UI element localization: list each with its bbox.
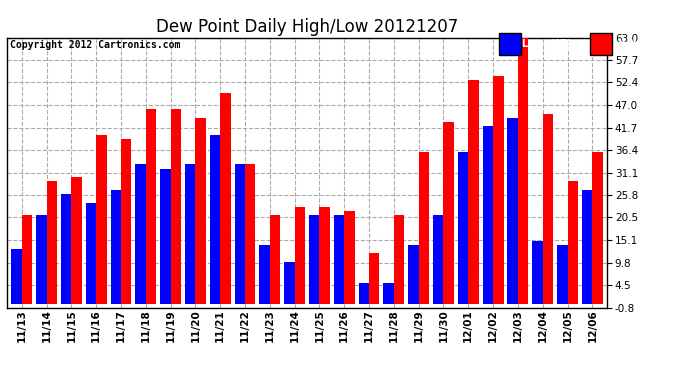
Bar (543, 114, 553, 304)
FancyBboxPatch shape (590, 33, 612, 56)
Bar (170, 110, 181, 304)
Bar (195, 118, 206, 304)
Bar (433, 215, 444, 304)
Bar (135, 165, 146, 304)
Bar (270, 215, 280, 304)
Bar (36, 215, 47, 304)
Bar (71, 177, 82, 304)
Text: High  (°F): High (°F) (614, 39, 667, 49)
Bar (359, 283, 369, 304)
Bar (210, 135, 220, 304)
Title: Dew Point Daily High/Low 20121207: Dew Point Daily High/Low 20121207 (156, 18, 458, 36)
Bar (469, 80, 479, 304)
Bar (47, 182, 57, 304)
Bar (185, 165, 195, 304)
FancyBboxPatch shape (499, 33, 520, 56)
Bar (22, 215, 32, 304)
Bar (408, 245, 419, 304)
Bar (11, 249, 22, 304)
Bar (61, 194, 71, 304)
Bar (557, 245, 567, 304)
Bar (444, 122, 454, 304)
Bar (319, 207, 330, 304)
Text: Copyright 2012 Cartronics.com: Copyright 2012 Cartronics.com (10, 40, 180, 50)
Bar (121, 139, 131, 304)
Bar (493, 76, 504, 304)
Bar (235, 165, 245, 304)
Bar (295, 207, 305, 304)
Bar (592, 152, 603, 304)
Bar (309, 215, 319, 304)
Text: Low  (°F): Low (°F) (522, 39, 571, 49)
Bar (96, 135, 107, 304)
Bar (518, 38, 529, 304)
Bar (419, 152, 429, 304)
Bar (245, 165, 255, 304)
Bar (160, 169, 170, 304)
Bar (259, 245, 270, 304)
Bar (532, 241, 543, 304)
Bar (86, 202, 96, 304)
Bar (334, 215, 344, 304)
Bar (567, 182, 578, 304)
Bar (110, 190, 121, 304)
Bar (369, 254, 380, 304)
Bar (483, 126, 493, 304)
Bar (344, 211, 355, 304)
Bar (384, 283, 394, 304)
Bar (284, 262, 295, 304)
Bar (394, 215, 404, 304)
Bar (220, 93, 230, 304)
Bar (146, 110, 156, 304)
Bar (582, 190, 592, 304)
Bar (507, 118, 518, 304)
Bar (458, 152, 469, 304)
